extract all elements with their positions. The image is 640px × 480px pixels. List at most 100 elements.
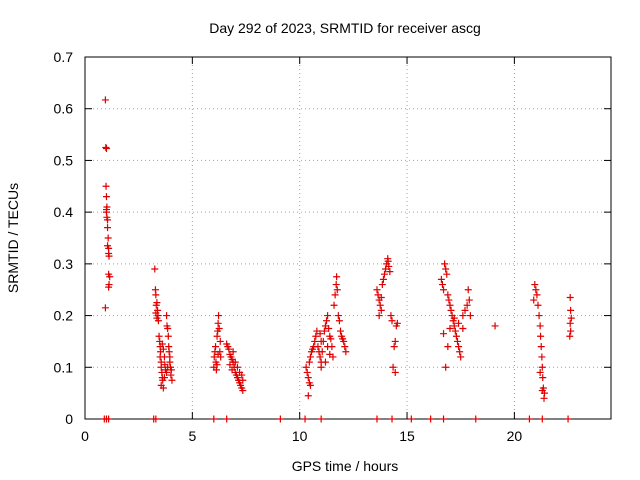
data-point-marker [566,319,574,327]
data-point-marker [231,358,239,366]
data-point-marker [164,325,172,332]
data-point-marker [450,322,458,330]
data-point-marker [391,337,399,345]
data-point-marker [455,343,463,351]
data-point-marker [102,182,110,190]
data-point-marker [443,270,451,278]
data-point-marker [210,415,218,423]
data-point-marker [163,368,171,376]
data-point-marker [238,371,246,379]
data-point-marker [536,322,544,330]
data-point-marker [317,337,325,345]
data-point-marker [102,144,110,151]
data-point-marker [312,332,320,340]
grid-lines [85,57,611,419]
data-point-marker [213,332,221,340]
data-point-marker [388,415,396,423]
data-point-marker [440,330,448,338]
data-point-marker [535,312,543,320]
data-point-marker [326,350,334,358]
y-tick-label: 0 [65,411,73,427]
data-point-marker [303,368,311,376]
data-point-marker [380,270,388,278]
data-point-marker [538,415,546,423]
data-point-marker [452,332,460,340]
data-point-marker [538,353,546,361]
data-point-marker [229,348,237,356]
data-point-marker [223,415,231,423]
data-point-marker [333,273,341,281]
data-point-marker [530,296,538,304]
y-tick-label: 0.6 [54,101,74,117]
data-point-marker [166,358,174,366]
data-point-marker [384,257,392,265]
data-point-marker [440,286,448,294]
data-point-marker [159,345,167,353]
y-tick-label: 0.5 [54,152,74,168]
data-point-marker [318,348,326,356]
data-point-marker [239,376,247,384]
data-point-marker [335,317,343,325]
data-point-marker [317,363,325,371]
data-point-marker [306,381,314,389]
y-tick-label: 0.3 [54,256,74,272]
data-point-marker [386,268,394,276]
data-point-marker [334,312,342,320]
data-point-marker [327,335,335,343]
data-point-marker [165,348,173,356]
data-point-marker [456,348,464,356]
data-point-marker [168,376,176,384]
data-point-marker [210,353,218,361]
data-point-marker [228,366,236,374]
x-tick-label: 15 [399,428,415,444]
data-point-marker [302,363,310,371]
data-point-marker [567,306,575,314]
data-point-marker [342,348,350,356]
data-point-marker [532,286,540,294]
data-point-marker [447,306,455,314]
data-point-marker [465,296,473,304]
data-points [100,96,575,423]
data-point-marker [214,350,222,358]
data-point-marker [566,332,574,340]
data-point-marker [105,415,113,423]
data-point-marker [276,415,284,423]
data-point-marker [225,345,233,353]
data-point-marker [316,330,324,338]
data-point-marker [534,301,542,309]
data-point-marker [157,381,165,389]
data-point-marker [536,368,544,376]
x-tick-label: 10 [292,428,308,444]
data-point-marker [154,317,162,325]
data-point-marker [152,291,160,299]
data-point-marker [373,415,381,423]
data-point-marker [306,353,314,361]
data-point-marker [333,286,341,294]
data-point-marker [163,312,171,320]
data-point-marker [103,213,111,221]
data-point-marker [152,415,160,423]
data-point-marker [216,337,224,345]
data-point-marker [457,353,465,361]
data-point-marker [377,293,385,301]
data-point-marker [390,343,398,351]
y-axis-title: SRMTID / TECUs [5,183,21,293]
data-point-marker [160,374,168,382]
y-tick-label: 0.4 [54,204,74,220]
data-point-marker [391,368,399,376]
data-point-marker [463,301,471,309]
data-point-marker [537,343,545,351]
data-point-marker [164,363,172,371]
data-point-marker [304,374,312,382]
data-point-marker [567,314,575,322]
y-tick-label: 0.1 [54,359,74,375]
data-point-marker [226,361,234,369]
data-point-marker [301,415,309,423]
data-point-marker [450,314,458,322]
data-point-marker [388,317,396,325]
data-point-marker [305,358,313,366]
data-point-marker [379,275,387,283]
data-point-marker [102,193,110,201]
data-point-marker [105,283,113,291]
